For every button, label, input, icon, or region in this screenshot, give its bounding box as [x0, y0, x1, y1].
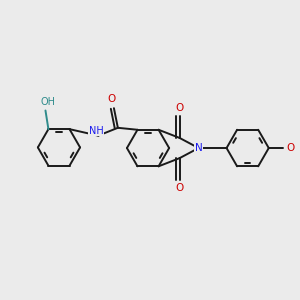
Text: OH: OH: [41, 97, 56, 107]
Text: O: O: [176, 183, 184, 193]
Text: O: O: [108, 94, 116, 104]
Text: NH: NH: [89, 126, 104, 136]
Text: O: O: [176, 103, 184, 113]
Text: O: O: [287, 143, 295, 153]
Text: N: N: [195, 143, 203, 153]
